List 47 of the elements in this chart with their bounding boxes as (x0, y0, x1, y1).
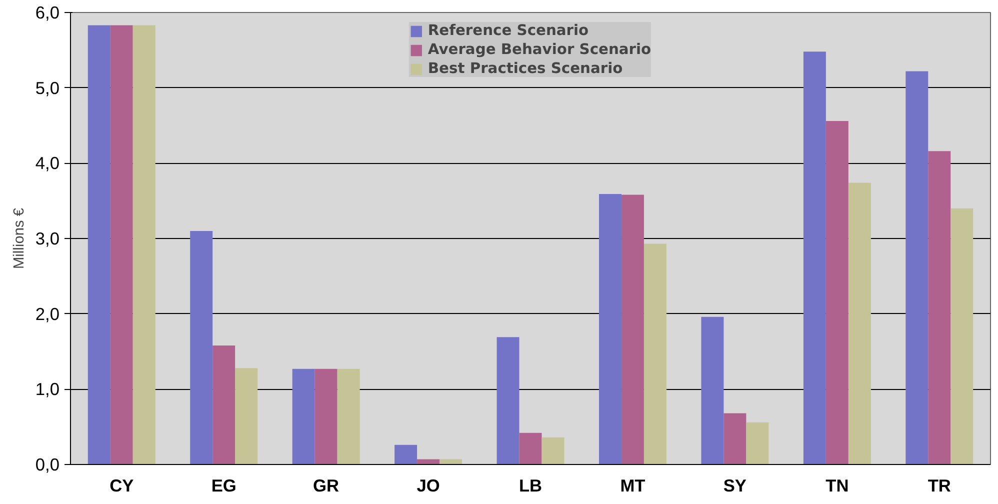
bar (598, 194, 622, 464)
bar (644, 244, 666, 464)
bar (292, 368, 315, 464)
x-tick-label: EG (211, 476, 236, 496)
bar (542, 437, 564, 464)
bar (337, 368, 360, 464)
bar (440, 459, 462, 464)
legend-label: Average Behavior Scenario (428, 41, 652, 58)
bar (621, 194, 644, 464)
x-tick-label: LB (518, 476, 542, 496)
bar (394, 444, 418, 464)
x-tick-label: JO (416, 476, 440, 496)
bar (826, 120, 848, 464)
bar (88, 25, 110, 464)
y-tick-label: 3,0 (35, 228, 60, 248)
x-tick-label: CY (110, 476, 134, 496)
x-tick-label: TR (928, 476, 952, 496)
bar (496, 337, 520, 464)
bar (519, 432, 542, 464)
y-axis-title: Millions € (11, 208, 28, 270)
legend-label: Reference Scenario (428, 22, 589, 39)
bar (906, 71, 928, 464)
y-tick-label: 0,0 (35, 454, 60, 474)
x-tick-label: GR (313, 476, 340, 496)
bar (746, 422, 769, 464)
legend-label: Best Practices Scenario (428, 60, 623, 77)
bar (190, 230, 213, 464)
x-tick-label: SY (723, 476, 747, 496)
bar (848, 182, 871, 464)
bar (417, 459, 440, 464)
bar (212, 345, 236, 464)
bar (701, 316, 724, 464)
x-tick-label: TN (826, 476, 849, 496)
bar (110, 25, 133, 464)
y-tick-label: 4,0 (35, 153, 60, 174)
bar (724, 413, 746, 464)
bar (928, 151, 951, 464)
y-tick-label: 6,0 (35, 2, 60, 22)
bar (314, 368, 338, 464)
bar (235, 368, 258, 464)
y-tick-label: 1,0 (35, 379, 60, 400)
bar (803, 52, 826, 464)
y-tick-label: 5,0 (35, 78, 60, 98)
bar (132, 25, 156, 464)
x-tick-label: MT (620, 476, 646, 496)
y-tick-label: 2,0 (35, 304, 60, 324)
bar (950, 208, 974, 464)
